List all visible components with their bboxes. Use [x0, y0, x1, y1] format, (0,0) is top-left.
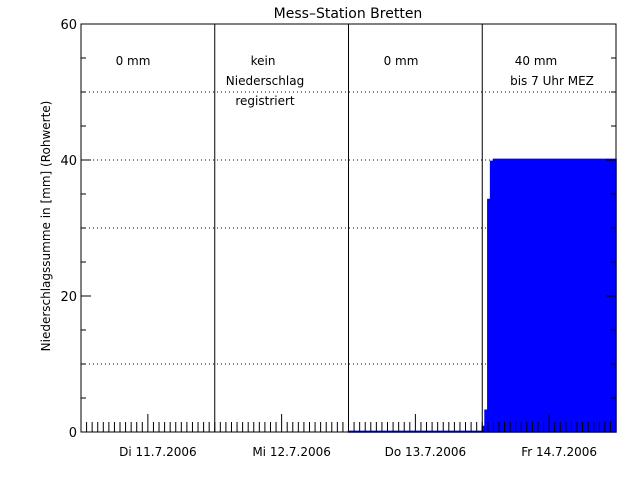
day-annotation: kein [251, 54, 276, 68]
y-tick-label: 40 [60, 154, 77, 169]
x-day-label: Do 13.7.2006 [385, 445, 466, 459]
x-day-label: Di 11.7.2006 [119, 445, 196, 459]
y-axis-label: Niederschlagssumme in [mm] (Rohwerte) [39, 101, 53, 352]
y-tick-label: 0 [69, 426, 77, 441]
y-tick-label: 20 [60, 290, 77, 305]
day-annotation: 40 mm [515, 54, 557, 68]
x-day-label: Mi 12.7.2006 [252, 445, 331, 459]
day-annotation: bis 7 Uhr MEZ [510, 74, 594, 88]
day-annotation: registriert [235, 94, 295, 108]
day-annotation: 0 mm [384, 54, 419, 68]
y-tick-label: 60 [60, 18, 77, 33]
plot-area: 0 20 40 60 Di 11.7.2006 Mi 12.7.2006 Do 13.7.2… [60, 18, 617, 459]
day-annotation: Niederschlag [226, 74, 304, 88]
chart-title: Mess–Station Bretten [274, 6, 423, 22]
day-annotation: 0 mm [116, 54, 151, 68]
x-day-label: Fr 14.7.2006 [521, 445, 597, 459]
